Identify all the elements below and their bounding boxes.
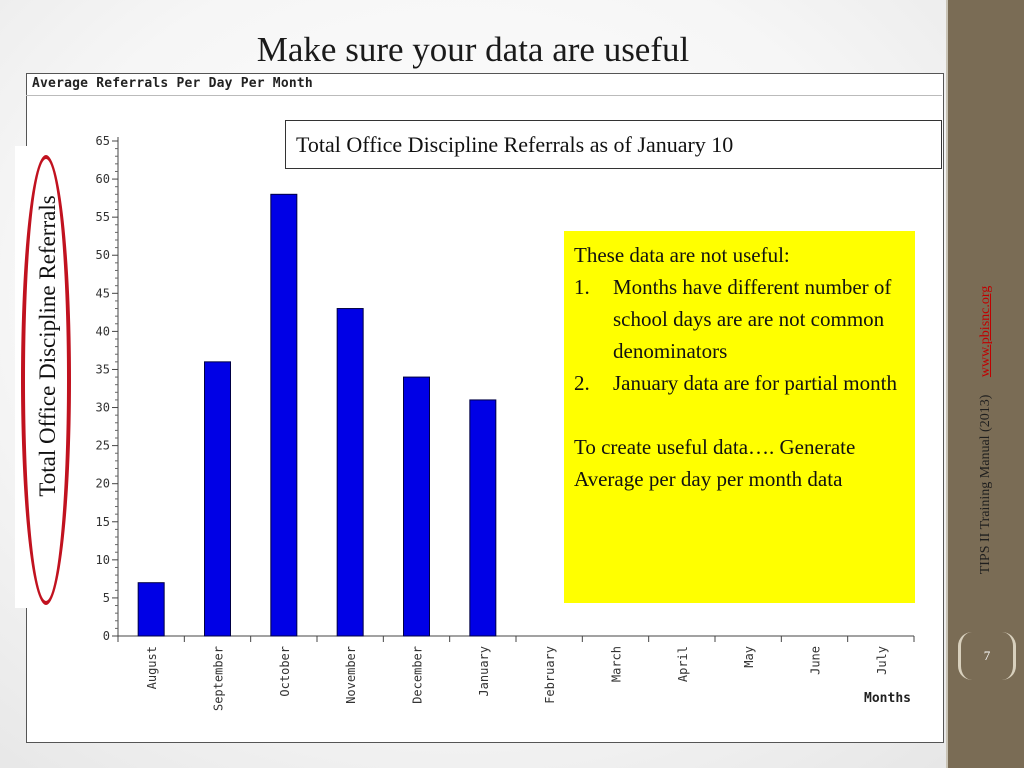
note-callout: These data are not useful: 1. Months hav… bbox=[564, 231, 915, 603]
x-tick-label: February bbox=[543, 646, 557, 704]
bar bbox=[469, 399, 497, 637]
x-tick-label: September bbox=[212, 646, 226, 711]
x-tick-label: October bbox=[278, 646, 292, 697]
x-tick-label: December bbox=[411, 646, 425, 704]
note-item-number: 2. bbox=[574, 371, 590, 395]
y-tick-label: 25 bbox=[96, 439, 110, 453]
x-axis-title: Months bbox=[864, 691, 911, 706]
note-list: 1. Months have different number of schoo… bbox=[574, 271, 905, 399]
y-tick-label: 35 bbox=[96, 362, 110, 376]
highlight-oval bbox=[21, 155, 71, 605]
note-item-text: Months have different number of school d… bbox=[613, 275, 892, 363]
y-tick-label: 45 bbox=[96, 286, 110, 300]
y-tick-label: 50 bbox=[96, 248, 110, 262]
bar bbox=[137, 582, 165, 637]
citation: TIPS II Training Manual (2013) www.pbisn… bbox=[978, 286, 994, 575]
y-tick-label: 5 bbox=[103, 591, 110, 605]
slide-title: Make sure your data are useful bbox=[256, 30, 690, 69]
x-tick-label: April bbox=[676, 646, 690, 682]
note-paragraph: To create useful data…. Generate Average… bbox=[574, 435, 856, 491]
note-heading: These data are not useful: bbox=[574, 243, 790, 267]
bar-chart: 0 5 10 15 20 25 30 35 40 45 50 55 60 65 August Septembe… bbox=[96, 134, 915, 711]
note-item-text: January data are for partial month bbox=[613, 371, 897, 395]
bar bbox=[270, 193, 298, 637]
chart-header-rule bbox=[26, 95, 942, 96]
bar bbox=[204, 361, 231, 637]
bar bbox=[403, 376, 430, 637]
x-tick-label: March bbox=[610, 646, 624, 682]
bar bbox=[336, 308, 364, 637]
page-number: 7 bbox=[958, 632, 1016, 680]
chart-title: Average Referrals Per Day Per Month bbox=[32, 76, 313, 91]
x-tick-label: August bbox=[145, 646, 159, 689]
y-tick-label: 20 bbox=[96, 477, 110, 491]
y-tick-label: 0 bbox=[103, 629, 110, 643]
note-item: 2. January data are for partial month bbox=[574, 367, 905, 399]
y-tick-label: 15 bbox=[96, 515, 110, 529]
callout-title: Total Office Discipline Referrals as of … bbox=[285, 120, 942, 169]
plot-layer: 0 5 10 15 20 25 30 35 40 45 50 55 60 65 August Septembe… bbox=[96, 134, 915, 711]
sidebar-edge bbox=[946, 0, 948, 768]
x-tick-label: July bbox=[875, 646, 889, 675]
x-tick-label: November bbox=[344, 646, 358, 704]
y-tick-label: 60 bbox=[96, 172, 110, 186]
x-tick-label: June bbox=[809, 646, 823, 675]
x-tick-label: January bbox=[477, 646, 491, 697]
y-tick-label: 10 bbox=[96, 553, 110, 567]
y-tick-label: 40 bbox=[96, 324, 110, 338]
x-tick-label: May bbox=[742, 646, 756, 668]
note-item-number: 1. bbox=[574, 275, 590, 299]
y-tick-label: 30 bbox=[96, 401, 110, 415]
note-item: 1. Months have different number of schoo… bbox=[574, 271, 905, 367]
y-tick-label: 55 bbox=[96, 210, 110, 224]
citation-link[interactable]: www.pbisnc.org bbox=[978, 285, 993, 378]
citation-text: TIPS II Training Manual (2013) bbox=[978, 394, 993, 575]
y-tick-label: 65 bbox=[96, 134, 110, 148]
